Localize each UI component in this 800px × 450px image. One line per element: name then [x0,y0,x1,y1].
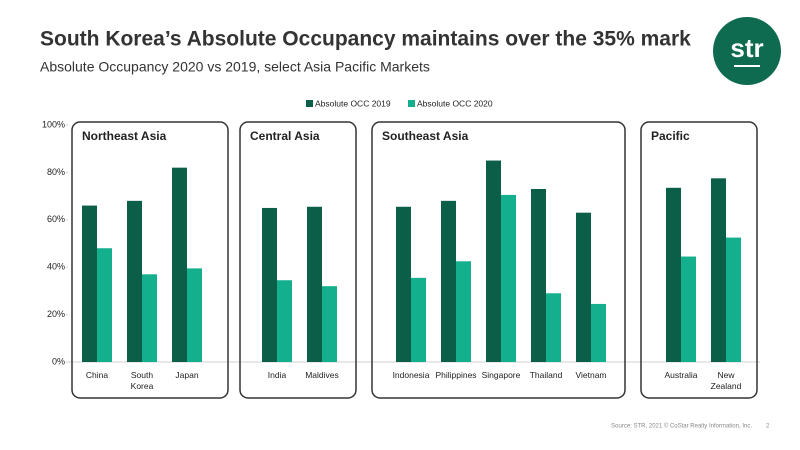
x-tick-label: India [267,370,287,380]
bar [486,160,501,362]
x-tick-label: Vietnam [575,370,607,380]
x-tick-label: Maldives [305,370,339,380]
region-label: Southeast Asia [382,129,469,143]
y-tick-label: 100% [42,119,65,129]
y-tick-label: 20% [47,309,65,319]
bar [127,200,142,362]
y-tick-label: 40% [47,262,65,272]
bar [172,167,187,362]
x-tick-label: China [85,370,109,380]
region-box [239,121,357,399]
x-tick-label: Philippines [435,370,477,380]
x-tick-label: Thailand [529,370,563,380]
source: Source: STR, 2021 © CoStar Realty Inform… [611,423,752,430]
y-tick-label: 80% [47,167,65,177]
y-tick-label: 60% [47,214,65,224]
chart-title: South Korea’s Absolute Occupancy maintai… [40,28,691,51]
region-label: Northeast Asia [82,129,167,143]
bar [456,261,471,362]
logo: str [730,33,763,63]
region-box [71,121,229,399]
legend-swatch [408,100,415,107]
x-tick-label: Indonesia [392,370,430,380]
bar [411,277,426,362]
region-box [371,121,626,399]
bar [576,212,591,362]
bar [396,206,411,362]
legend-label: Absolute OCC 2019 [315,98,391,108]
y-tick-label: 0% [52,356,65,366]
bar [97,248,112,362]
bar [82,205,97,362]
bar [531,188,546,362]
bar [501,194,516,362]
bar [711,178,726,362]
x-tick-label: Japan [175,370,199,380]
page-number: 2 [766,424,770,430]
logo-circle [713,17,781,85]
legend-swatch [306,100,313,107]
bar [187,268,202,362]
legend-label: Absolute OCC 2020 [417,98,493,108]
chart-subtitle: Absolute Occupancy 2020 vs 2019, select … [40,59,430,75]
bar [726,237,741,362]
bar [441,200,456,362]
bar [307,206,322,362]
bar [142,274,157,362]
bar [322,286,337,362]
bar [546,293,561,362]
bar [681,256,696,362]
bar [262,207,277,362]
region-label: Central Asia [250,129,320,143]
region-label: Pacific [651,129,690,143]
region-box [640,121,758,399]
x-tick-label: South Korea [130,370,154,391]
bar [591,303,606,362]
x-tick-label: New Zealand [710,370,742,391]
bar [277,280,292,362]
x-tick-label: Australia [664,370,698,380]
x-tick-label: Singapore [481,370,521,380]
bar [666,187,681,362]
